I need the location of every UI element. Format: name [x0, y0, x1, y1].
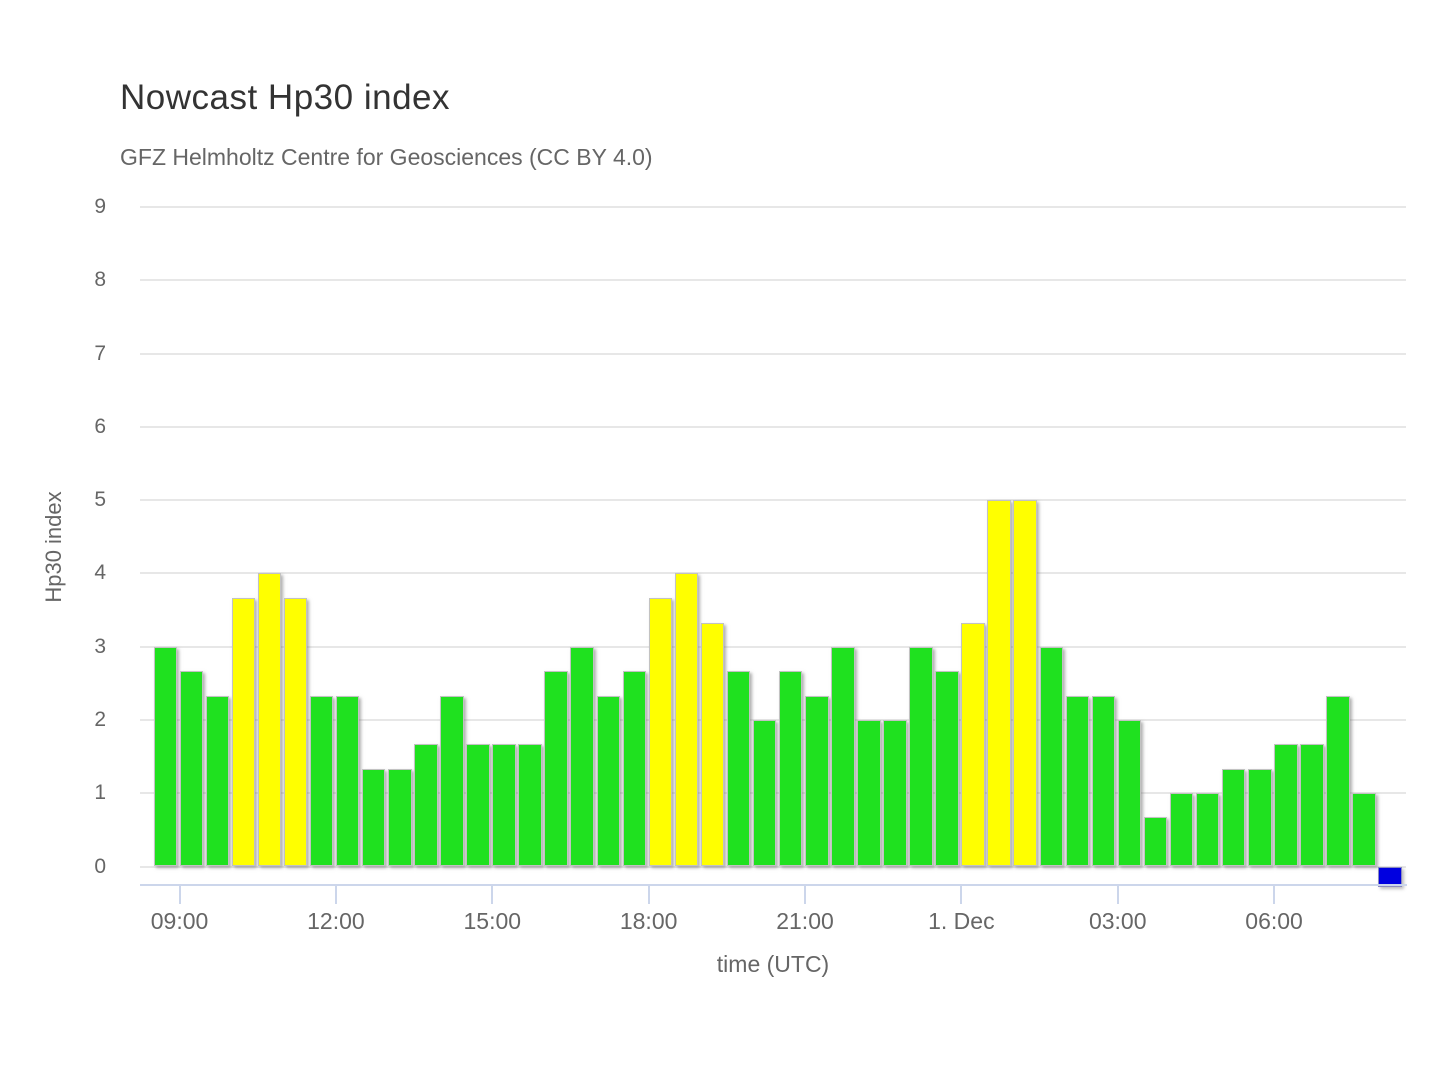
bar[interactable]: [935, 670, 959, 867]
y-tick-label: 6: [94, 414, 106, 438]
y-tick-label: 8: [94, 268, 106, 292]
bar[interactable]: [231, 597, 256, 867]
bar[interactable]: [257, 573, 282, 867]
bar[interactable]: [778, 670, 803, 867]
bar[interactable]: [544, 670, 568, 867]
bar[interactable]: [414, 744, 438, 867]
bar[interactable]: [726, 670, 751, 867]
bar[interactable]: [1248, 769, 1272, 867]
bar[interactable]: [570, 646, 594, 867]
gridline: [140, 499, 1406, 502]
bar[interactable]: [518, 744, 542, 867]
bar[interactable]: [1352, 793, 1376, 867]
bar[interactable]: [674, 573, 699, 867]
x-tick: [647, 884, 650, 904]
gridline: [140, 279, 1406, 282]
bar[interactable]: [440, 695, 464, 867]
x-tick-label: 03:00: [1088, 908, 1147, 934]
current-interval-marker[interactable]: [1378, 866, 1402, 887]
bar[interactable]: [987, 500, 1011, 867]
bar[interactable]: [1195, 793, 1220, 867]
y-tick-label: 5: [94, 488, 106, 512]
bar[interactable]: [179, 670, 204, 867]
bar[interactable]: [909, 646, 933, 867]
bar[interactable]: [1117, 719, 1142, 867]
x-tick-label: 12:00: [307, 908, 365, 934]
bar[interactable]: [1065, 695, 1090, 867]
bar[interactable]: [805, 695, 829, 867]
y-tick-label: 2: [94, 707, 106, 731]
bar[interactable]: [831, 646, 855, 867]
gridline: [140, 352, 1406, 355]
x-tick: [1116, 884, 1119, 904]
bar[interactable]: [492, 744, 516, 867]
x-tick: [804, 884, 806, 904]
bar[interactable]: [700, 622, 725, 867]
bar[interactable]: [335, 695, 360, 867]
bar[interactable]: [961, 622, 985, 867]
bar[interactable]: [388, 769, 412, 867]
y-tick-label: 9: [94, 195, 106, 219]
bar[interactable]: [1221, 769, 1246, 867]
gridline: [140, 645, 1406, 648]
bar[interactable]: [1274, 744, 1298, 867]
bar[interactable]: [1013, 500, 1037, 867]
y-tick-label: 7: [94, 341, 106, 365]
x-tick-label: 06:00: [1245, 908, 1303, 934]
bar[interactable]: [1326, 695, 1350, 867]
x-axis-title: time (UTC): [716, 951, 830, 977]
gridline: [140, 572, 1406, 575]
bar[interactable]: [205, 695, 230, 867]
bar[interactable]: [1091, 695, 1116, 867]
x-tick: [334, 884, 337, 904]
x-axis-line: [140, 884, 1407, 886]
bar[interactable]: [361, 769, 386, 867]
gridline: [140, 206, 1406, 209]
x-tick: [960, 884, 963, 904]
y-tick-label: 0: [94, 854, 106, 878]
bar[interactable]: [857, 719, 881, 867]
x-tick: [178, 884, 181, 904]
bar[interactable]: [622, 670, 647, 867]
bar[interactable]: [1143, 817, 1168, 867]
gridline: [140, 425, 1406, 428]
gridline: [140, 865, 1406, 868]
bar[interactable]: [752, 719, 777, 867]
y-tick-label: 4: [94, 561, 106, 585]
bar[interactable]: [153, 646, 177, 867]
bar[interactable]: [1039, 646, 1064, 867]
y-tick-label: 1: [94, 781, 106, 805]
bar[interactable]: [596, 695, 621, 867]
bar[interactable]: [883, 719, 907, 867]
x-tick: [1273, 884, 1276, 904]
chart-title: Nowcast Hp30 index: [120, 78, 450, 117]
bar[interactable]: [309, 695, 334, 867]
x-tick: [491, 884, 494, 904]
x-tick-label: 15:00: [463, 908, 522, 934]
x-tick-label: 21:00: [776, 908, 834, 934]
x-tick-label: 1. Dec: [928, 908, 995, 934]
x-tick-label: 18:00: [619, 908, 678, 934]
y-tick-label: 3: [94, 634, 106, 658]
bar[interactable]: [1300, 744, 1324, 867]
bar[interactable]: [648, 597, 673, 867]
bar[interactable]: [466, 744, 490, 867]
chart-subtitle: GFZ Helmholtz Centre for Geosciences (CC…: [120, 144, 653, 170]
bar[interactable]: [283, 597, 308, 867]
x-tick-label: 09:00: [150, 908, 209, 934]
bar[interactable]: [1169, 793, 1194, 867]
